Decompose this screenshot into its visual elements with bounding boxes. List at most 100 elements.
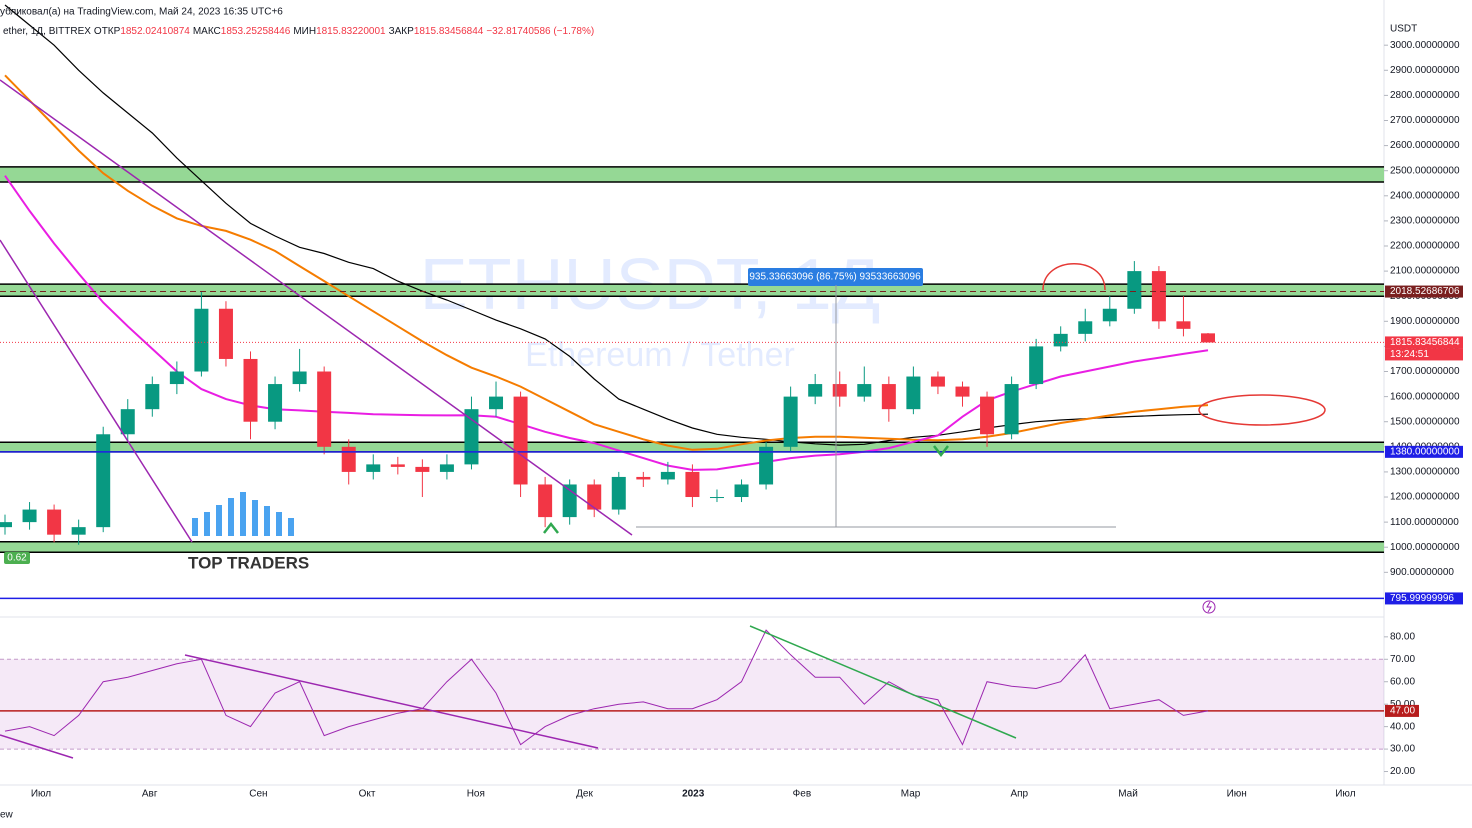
candle-body — [317, 371, 332, 447]
candle-body — [390, 464, 405, 467]
x-tick-label: 2023 — [682, 789, 705, 800]
level-label: 2018.52686706 — [1390, 286, 1460, 297]
y-tick-label: 2400.00000000 — [1390, 190, 1460, 201]
zone — [0, 284, 1384, 297]
zone — [0, 541, 1384, 553]
x-tick-label: Мар — [901, 789, 921, 800]
candle-body — [22, 509, 37, 523]
watermark-subtitle: Ethereum / Tether — [525, 336, 795, 374]
moving-average — [4, 4, 1209, 446]
y-tick-label: 1300.00000000 — [1390, 467, 1460, 478]
drawings — [0, 79, 1326, 759]
highlight-arc — [1042, 263, 1106, 291]
y-tick-label: 2200.00000000 — [1390, 241, 1460, 252]
header-line: убликовал(а) на TradingView.com, Май 24,… — [0, 6, 283, 18]
y-tick-label: 2800.00000000 — [1390, 90, 1460, 101]
trend-line — [0, 79, 633, 536]
background — [0, 0, 1472, 786]
candle-body — [1053, 333, 1068, 347]
highlight-ellipse — [1198, 394, 1326, 426]
level-label: 795.99999996 — [1390, 593, 1454, 604]
candle-body — [1201, 333, 1215, 343]
rsi-level-box — [1385, 704, 1419, 717]
rsi-band — [0, 659, 1384, 750]
rsi-trend-line — [184, 654, 599, 749]
header-item: ether, 1Д, BITTREX — [3, 26, 91, 37]
countdown: 13:24:51 — [1390, 349, 1429, 360]
zone — [0, 442, 1384, 452]
badge: 0.62 — [7, 553, 27, 564]
y-tick-label: 1100.00000000 — [1390, 517, 1459, 528]
candle-body — [145, 384, 160, 410]
candle-body — [366, 464, 381, 472]
candle-body — [268, 384, 283, 422]
candle-body — [734, 484, 749, 498]
x-tick-label: Июн — [1227, 789, 1247, 800]
alert-icon-bolt — [1206, 601, 1212, 613]
x-tick-label: Апр — [1010, 789, 1028, 800]
y-tick-label: 60.00 — [1390, 676, 1415, 687]
trend-line — [0, 239, 193, 543]
y-tick-label: 70.00 — [1390, 654, 1415, 665]
candle-body — [0, 522, 12, 528]
x-tick-label: Фев — [793, 789, 811, 800]
candle-body — [832, 384, 847, 397]
candle-body — [881, 384, 896, 410]
candle-body — [218, 308, 233, 359]
candle-body — [1029, 346, 1044, 385]
measure-label-box — [748, 268, 923, 286]
candle-body — [636, 476, 651, 480]
y-tick-label: 900.00000000 — [1390, 567, 1454, 578]
level-label: 1815.83456844 — [1390, 337, 1460, 348]
candle-body — [96, 434, 111, 528]
rsi-trend-line — [749, 625, 1017, 739]
candle-body — [243, 358, 258, 422]
y-tick-label: 50.00 — [1390, 699, 1415, 710]
candle-body — [1176, 321, 1191, 329]
x-tick-label: Ноя — [467, 789, 485, 800]
y-tick-label: 2500.00000000 — [1390, 165, 1460, 176]
header-ohlc: ether, 1Д, BITTREX ОТКР1852.02410874 МАКС1… — [3, 26, 594, 37]
y-tick-label: 2600.00000000 — [1390, 140, 1460, 151]
y-tick-label: 1700.00000000 — [1390, 366, 1460, 377]
candle-body — [808, 384, 823, 397]
header-item: ЗАКР — [389, 26, 415, 37]
y-tick-label: 1600.00000000 — [1390, 391, 1460, 402]
logo-icon — [192, 492, 294, 536]
candle-body — [341, 446, 356, 472]
y-tick-label: 2900.00000000 — [1390, 65, 1460, 76]
candle-body — [709, 497, 724, 499]
candle-body — [1151, 271, 1166, 322]
candle-body — [489, 396, 504, 410]
mark-down — [933, 445, 949, 458]
candle-body — [169, 371, 184, 385]
level-label-box — [1385, 445, 1463, 458]
candle-body — [71, 527, 86, 535]
candle-body — [292, 371, 307, 385]
candle-body — [1102, 308, 1117, 322]
header-item: −32.81740586 (−1.78%) — [486, 26, 594, 37]
countdown-box — [1385, 348, 1463, 361]
candle-body — [857, 384, 872, 397]
candle-body — [439, 464, 454, 472]
y-tick-label: 40.00 — [1390, 721, 1415, 732]
candle-body — [611, 476, 626, 510]
header-item: МАКС — [193, 26, 221, 37]
candle-body — [464, 409, 479, 465]
x-tick-label: Июл — [1335, 789, 1355, 800]
y-tick-label: 80.00 — [1390, 631, 1415, 642]
footer: ew — [0, 810, 14, 821]
candle-body — [660, 471, 675, 480]
candle-body — [980, 396, 995, 435]
candle-body — [587, 484, 602, 510]
rsi-line — [4, 629, 1209, 746]
x-tick-label: Авг — [142, 789, 158, 800]
candle-body — [1078, 321, 1093, 334]
header-item: ОТКР — [94, 26, 121, 37]
y-tick-label: 3000.00000000 — [1390, 40, 1460, 51]
rsi-level-label: 47.00 — [1390, 706, 1415, 717]
y-tick-label: 30.00 — [1390, 744, 1415, 755]
candle-body — [194, 308, 209, 372]
candle-body — [513, 396, 528, 485]
